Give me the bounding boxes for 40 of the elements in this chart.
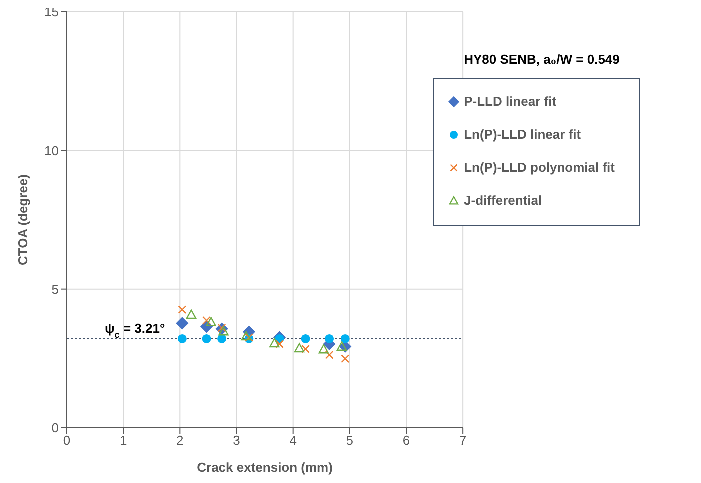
legend-label: Ln(P)-LLD linear fit [464, 127, 582, 142]
point [325, 350, 334, 360]
point [301, 334, 310, 344]
point [176, 317, 189, 330]
text: HY80 SENB, a₀/W = 0.549 [464, 52, 620, 67]
point [325, 334, 334, 344]
legend-label: Ln(P)-LLD polynomial fit [464, 160, 615, 175]
x-tick-label: 7 [459, 433, 467, 448]
point [178, 306, 187, 314]
point [294, 343, 305, 353]
point [241, 331, 252, 341]
point [318, 344, 329, 354]
point [206, 317, 216, 327]
x-tick-label: 2 [176, 433, 184, 448]
legend-label: J-differential [464, 193, 542, 208]
point [202, 316, 211, 325]
y-tick-label: 5 [52, 282, 59, 297]
point [202, 334, 212, 344]
x-tick-label: 6 [402, 433, 410, 448]
y-tick-label: 15 [44, 4, 59, 20]
ref-line-label: ψ$_{c}$ = 3.21° [105, 320, 166, 340]
y-axis-title: CTOA (degree) [16, 174, 31, 266]
x-tick-label: 5 [346, 433, 354, 448]
point [178, 334, 187, 344]
x-tick-label: 0 [63, 433, 71, 448]
x-tick-label: 1 [120, 433, 128, 448]
point [336, 342, 348, 351]
legend-label: P-LLD linear fit [464, 94, 557, 109]
y-tick-label: 0 [52, 420, 59, 436]
point [302, 345, 310, 354]
point [218, 326, 229, 336]
y-tick-label: 10 [44, 143, 59, 158]
point [341, 354, 350, 364]
x-tick-label: 3 [233, 433, 240, 448]
point [186, 310, 197, 320]
x-tick-label: 4 [290, 433, 297, 448]
point [270, 338, 280, 348]
point [276, 340, 284, 348]
point [340, 334, 350, 344]
x-axis-title: Crack extension (mm) [197, 460, 333, 475]
